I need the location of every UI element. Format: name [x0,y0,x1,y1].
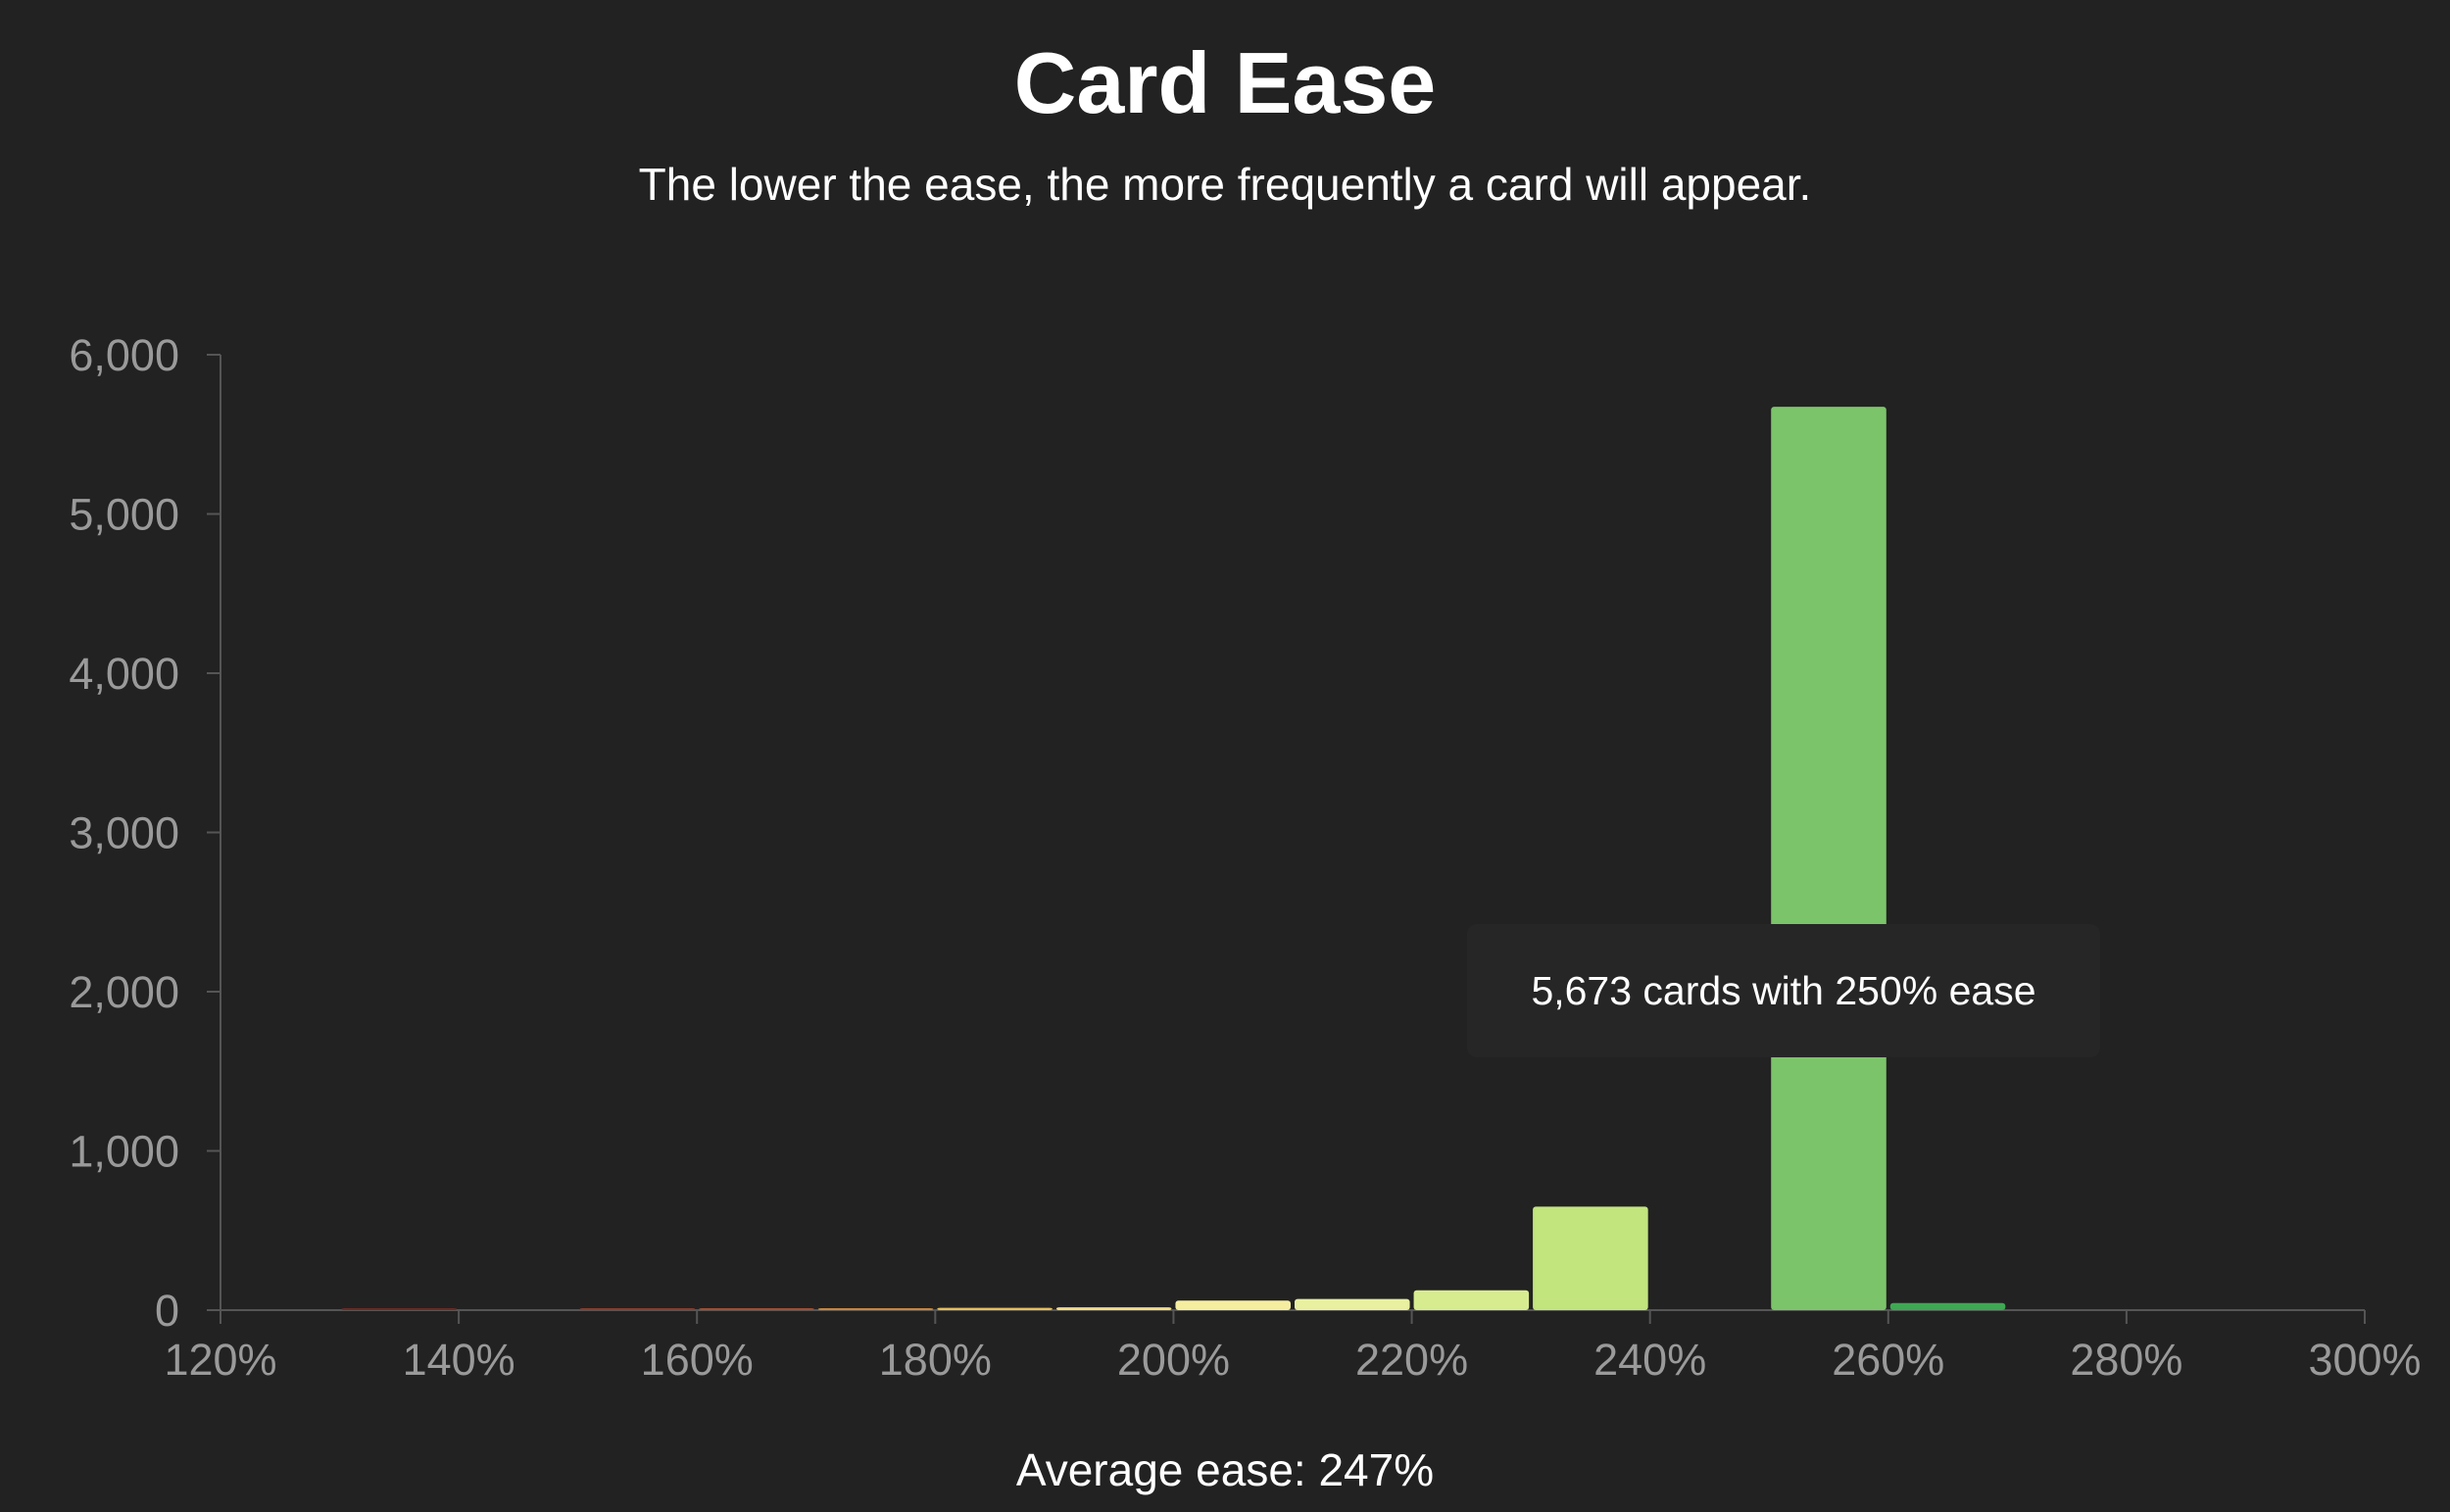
x-tick-label: 120% [164,1335,276,1385]
bar-250-260[interactable] [1771,407,1886,1310]
y-tick-label: 4,000 [69,649,179,699]
x-tick-label: 280% [2070,1335,2182,1385]
y-tick-label: 3,000 [69,808,179,858]
x-tick-label: 180% [879,1335,992,1385]
bar-160-170[interactable] [699,1308,814,1310]
chart-axes [220,355,2365,1311]
x-tick-label: 220% [1355,1335,1468,1385]
chart-title: Card Ease [1013,34,1437,131]
bar-190-200[interactable] [1055,1307,1172,1310]
bar-230-240[interactable] [1533,1206,1648,1310]
y-tick-label: 2,000 [69,967,179,1017]
x-tick-label: 240% [1593,1335,1706,1385]
x-axis-ticks: 120% 140% 160% 180% 200% 220% 240% 260% 280% 300% [164,1310,2422,1385]
y-tick-label: 6,000 [69,330,179,380]
bar-260-270[interactable] [1889,1302,2006,1310]
bar-200-210[interactable] [1175,1300,1291,1310]
y-axis-ticks: 0 1,000 2,000 3,000 4,000 5,000 6,000 [69,330,220,1336]
y-tick-label: 0 [155,1286,179,1336]
bar-180-190[interactable] [937,1307,1053,1310]
bar-tooltip: 5,673 cards with 250% ease [1467,924,2100,1057]
chart-subtitle: The lower the ease, the more frequently … [638,159,1812,210]
bar-150-160[interactable] [579,1308,696,1310]
bar-130-140[interactable] [341,1308,458,1310]
x-tick-label: 300% [2308,1335,2421,1385]
y-tick-label: 1,000 [69,1127,179,1177]
bar-170-180[interactable] [817,1308,934,1310]
x-tick-label: 140% [403,1335,515,1385]
x-tick-label: 200% [1117,1335,1230,1385]
average-ease-label: Average ease: 247% [1015,1444,1435,1495]
bar-210-220[interactable] [1295,1298,1410,1310]
x-tick-label: 260% [1832,1335,1944,1385]
bar-220-230[interactable] [1413,1290,1530,1310]
y-tick-label: 5,000 [69,490,179,540]
chart-bars [341,407,2006,1310]
x-tick-label: 160% [641,1335,754,1385]
